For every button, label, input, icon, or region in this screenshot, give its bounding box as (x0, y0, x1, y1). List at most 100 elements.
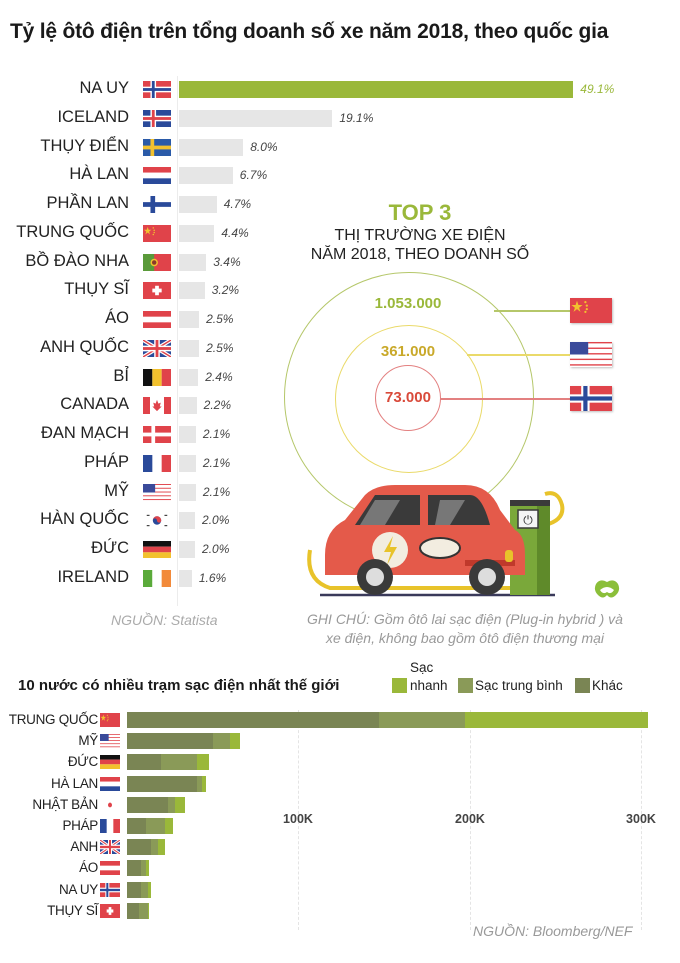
segment-medium (145, 818, 165, 834)
value-label: 49.1% (580, 82, 615, 96)
bar (179, 397, 197, 415)
value-label: 19.1% (339, 110, 374, 125)
flag-sweden-icon (143, 138, 171, 156)
flag-france-icon (143, 454, 171, 472)
bar-row: CANADA 2.2% (0, 394, 680, 416)
tick-200k: 200K (455, 812, 485, 826)
bar-row: TRUNG QUỐC 4.4% (0, 222, 680, 244)
footnote-line2: xe điện, không bao gồm ôtô điện thương m… (325, 630, 605, 646)
flag-uk-icon (99, 838, 121, 856)
legend-other-label: Khác (592, 678, 623, 693)
value-usa: 361.000 (380, 343, 436, 360)
value-label: 2.0% (202, 513, 230, 528)
bar (179, 512, 196, 530)
value-label: 6.7% (239, 168, 268, 183)
flag-germany-icon (100, 755, 120, 770)
flag-norway-icon (100, 882, 120, 897)
bar-row: BỈ 2.4% (0, 366, 680, 388)
segment-fast (175, 796, 186, 813)
segment-other (127, 712, 380, 728)
segment-other (127, 902, 139, 919)
country-label: PHÁP (84, 452, 129, 471)
bar (179, 282, 205, 300)
flag-ireland-icon (143, 569, 171, 587)
country-label: ĐỨC (67, 754, 98, 770)
country-label: PHẦN LAN (46, 194, 129, 212)
stacked-bar-row: NHẬT BẢN (0, 796, 680, 814)
segment-fast (202, 775, 206, 792)
publisher-logo-icon (594, 580, 620, 598)
flag-uk-icon (142, 338, 172, 359)
stacked-bar-row: ÁO (0, 859, 680, 877)
value-label: 1.6% (198, 570, 227, 585)
bar-row: THỤY SĨ 3.2% (0, 279, 680, 301)
bar-row: HÀN QUỐC 2.0% (0, 509, 680, 531)
country-label: ANH (70, 839, 98, 855)
country-label: THỤY ĐIỂN (40, 136, 129, 155)
flag-switzerland-icon (143, 282, 171, 300)
gridline-300k (641, 710, 642, 930)
bar-row: MỸ 2.1% (0, 481, 680, 503)
flag-korea-icon (143, 512, 171, 530)
bar-row: BỒ ĐÀO NHA 3.4% (0, 251, 680, 273)
flag-iceland-icon (143, 109, 171, 127)
footnote: GHI CHÚ: Gồm ôtô lai sạc điện (Plug-in h… (270, 610, 660, 648)
country-label: ÁO (79, 860, 98, 876)
flag-germany-icon (143, 541, 171, 558)
country-label: ICELAND (57, 107, 129, 126)
stacked-bar-row: ĐỨC (0, 753, 680, 771)
bar (179, 541, 196, 558)
country-label: ANH QUỐC (40, 337, 129, 356)
legend-swatch-medium (458, 678, 473, 693)
stacked-bar-row: HÀ LAN (0, 775, 680, 793)
value-label: 4.7% (223, 197, 252, 211)
flag-netherlands-icon (143, 167, 171, 185)
flag-china-icon (570, 298, 612, 323)
leader-line-usa (467, 354, 570, 356)
country-label: CANADA (60, 395, 129, 414)
top3-subtitle: THỊ TRƯỜNG XE ĐIỆN NĂM 2018, THEO DOANH … (290, 226, 550, 264)
bar (179, 483, 196, 501)
source-bloomberg: NGUỒN: Bloomberg/NEF (473, 923, 633, 939)
bar-row: PHẦN LAN 4.7% (0, 193, 680, 215)
bar-row: PHÁP 2.1% (0, 452, 680, 474)
value-norway: 73.000 (385, 389, 431, 406)
flag-norway-icon (570, 386, 612, 411)
chart-axis-line (177, 76, 178, 606)
flag-austria-icon (143, 311, 171, 328)
segment-medium (161, 754, 198, 771)
bar-row: ĐỨC 2.0% (0, 538, 680, 560)
bar-row: ÁO 2.5% (0, 308, 680, 330)
segment-medium (379, 712, 465, 728)
segment-medium (212, 733, 230, 750)
country-label: PHÁP (62, 818, 98, 833)
bar-row: HÀ LAN 6.7% (0, 164, 680, 186)
bar (179, 569, 192, 587)
segment-fast (197, 754, 210, 771)
bar-row: ICELAND 19.1% (0, 107, 680, 129)
gridline-100k (298, 710, 299, 930)
tick-300k: 300K (626, 812, 656, 826)
country-label: MỸ (104, 481, 129, 500)
segment-medium (168, 796, 176, 813)
value-label: 2.5% (206, 312, 234, 326)
country-label: BỈ (113, 366, 129, 385)
country-label: NA UY (58, 881, 98, 897)
bar (179, 196, 217, 213)
country-label: THỤY SĨ (64, 280, 129, 299)
top3-subtitle-line2: NĂM 2018, THEO DOANH SỐ (310, 246, 530, 263)
country-label: ÁO (105, 309, 129, 327)
top3-subtitle-line1: THỊ TRƯỜNG XE ĐIỆN (334, 227, 506, 244)
value-label: 4.4% (221, 225, 249, 240)
flag-usa-icon (143, 483, 171, 501)
segment-fast (229, 733, 241, 750)
flag-finland-icon (143, 196, 171, 213)
segment-other (127, 754, 162, 771)
country-label: NA UY (79, 79, 129, 97)
flag-canada-icon (143, 397, 171, 415)
flag-norway-icon (143, 81, 171, 98)
country-label: THỤY SĨ (47, 902, 98, 918)
leader-line-china (494, 310, 570, 312)
segment-fast (147, 881, 151, 898)
stacked-bar-row: TRUNG QUỐC (0, 711, 680, 729)
